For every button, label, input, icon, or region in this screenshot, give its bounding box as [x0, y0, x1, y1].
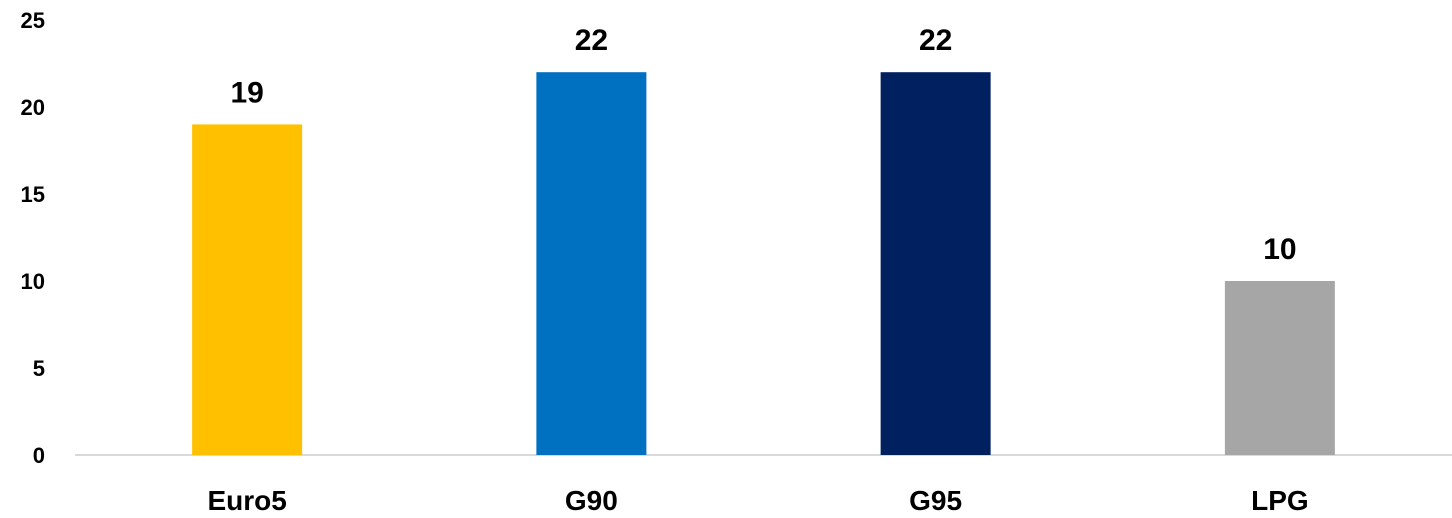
x-category-label-g90: G90: [565, 485, 618, 516]
y-tick-label: 20: [21, 95, 45, 120]
bar-lpg: [1224, 281, 1335, 455]
bar-g90: [536, 72, 647, 455]
x-axis-category-labels: Euro5 G90 G95 LPG: [207, 485, 1308, 516]
x-category-label-lpg: LPG: [1251, 485, 1309, 516]
data-label-g95: 22: [919, 24, 952, 57]
data-labels: 19 22 22 10: [230, 24, 1296, 266]
x-category-label-euro5: Euro5: [207, 485, 286, 516]
y-tick-label: 15: [21, 182, 45, 207]
bar-euro5: [192, 124, 303, 456]
y-axis-tick-labels: 0 5 10 15 20 25: [21, 8, 45, 468]
data-label-euro5: 19: [230, 76, 263, 109]
data-label-g90: 22: [575, 24, 608, 57]
x-category-label-g95: G95: [909, 485, 962, 516]
y-tick-label: 25: [21, 8, 45, 33]
bars: [192, 72, 1335, 456]
y-tick-label: 0: [33, 443, 45, 468]
bar-g95: [880, 72, 991, 455]
data-label-lpg: 10: [1263, 233, 1296, 266]
y-tick-label: 5: [33, 356, 45, 381]
y-tick-label: 10: [21, 269, 45, 294]
